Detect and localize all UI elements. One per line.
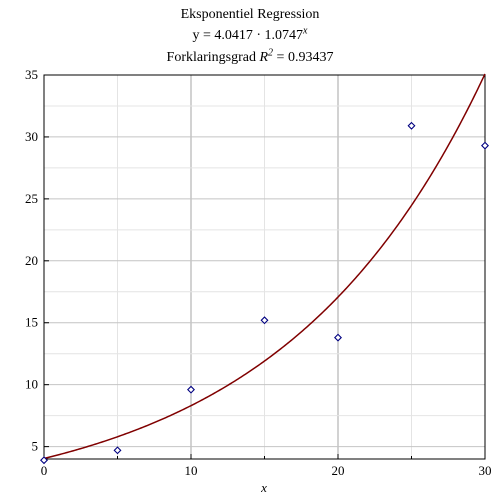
data-point <box>113 446 122 455</box>
r-squared-exponent: 2 <box>268 47 274 59</box>
y-tick-label: 10 <box>25 377 38 392</box>
r-squared-prefix: Forklaringsgrad <box>166 50 260 65</box>
y-tick-label: 30 <box>25 129 38 144</box>
data-point <box>187 385 195 394</box>
chart-title: Eksponentiel Regression <box>180 7 320 22</box>
x-tick-label: 30 <box>479 463 492 478</box>
x-tick-label: 20 <box>332 463 345 478</box>
axis-ticks: 0 10 20 30 5 10 15 20 25 30 35 <box>25 67 492 478</box>
points-layer <box>40 121 489 465</box>
r-squared-symbol: R <box>259 50 269 65</box>
equation-exponent: x <box>303 25 308 37</box>
r-squared-value: = 0.93437 <box>273 50 334 65</box>
data-point <box>481 141 489 150</box>
y-tick-label: 20 <box>25 253 38 268</box>
y-tick-label: 15 <box>25 315 38 330</box>
data-point <box>407 121 416 130</box>
y-tick-label: 35 <box>25 67 38 82</box>
grid-lines <box>43 74 486 459</box>
data-point <box>260 316 269 325</box>
data-point <box>334 333 342 342</box>
regression-curve <box>43 73 486 460</box>
y-tick-label: 5 <box>32 439 39 454</box>
equation-text: y = 4.0417 · 1.0747 <box>192 28 304 43</box>
x-axis-label: x <box>261 480 267 495</box>
y-tick-label: 25 <box>25 191 38 206</box>
x-tick-label: 0 <box>41 463 48 478</box>
regression-equation: y = 4.0417 · 1.0747x <box>0 25 500 44</box>
data-point <box>40 456 48 465</box>
curve-layer <box>43 73 486 460</box>
r-squared-line: Forklaringsgrad R2 = 0.93437 <box>0 47 500 66</box>
x-tick-label: 10 <box>185 463 198 478</box>
